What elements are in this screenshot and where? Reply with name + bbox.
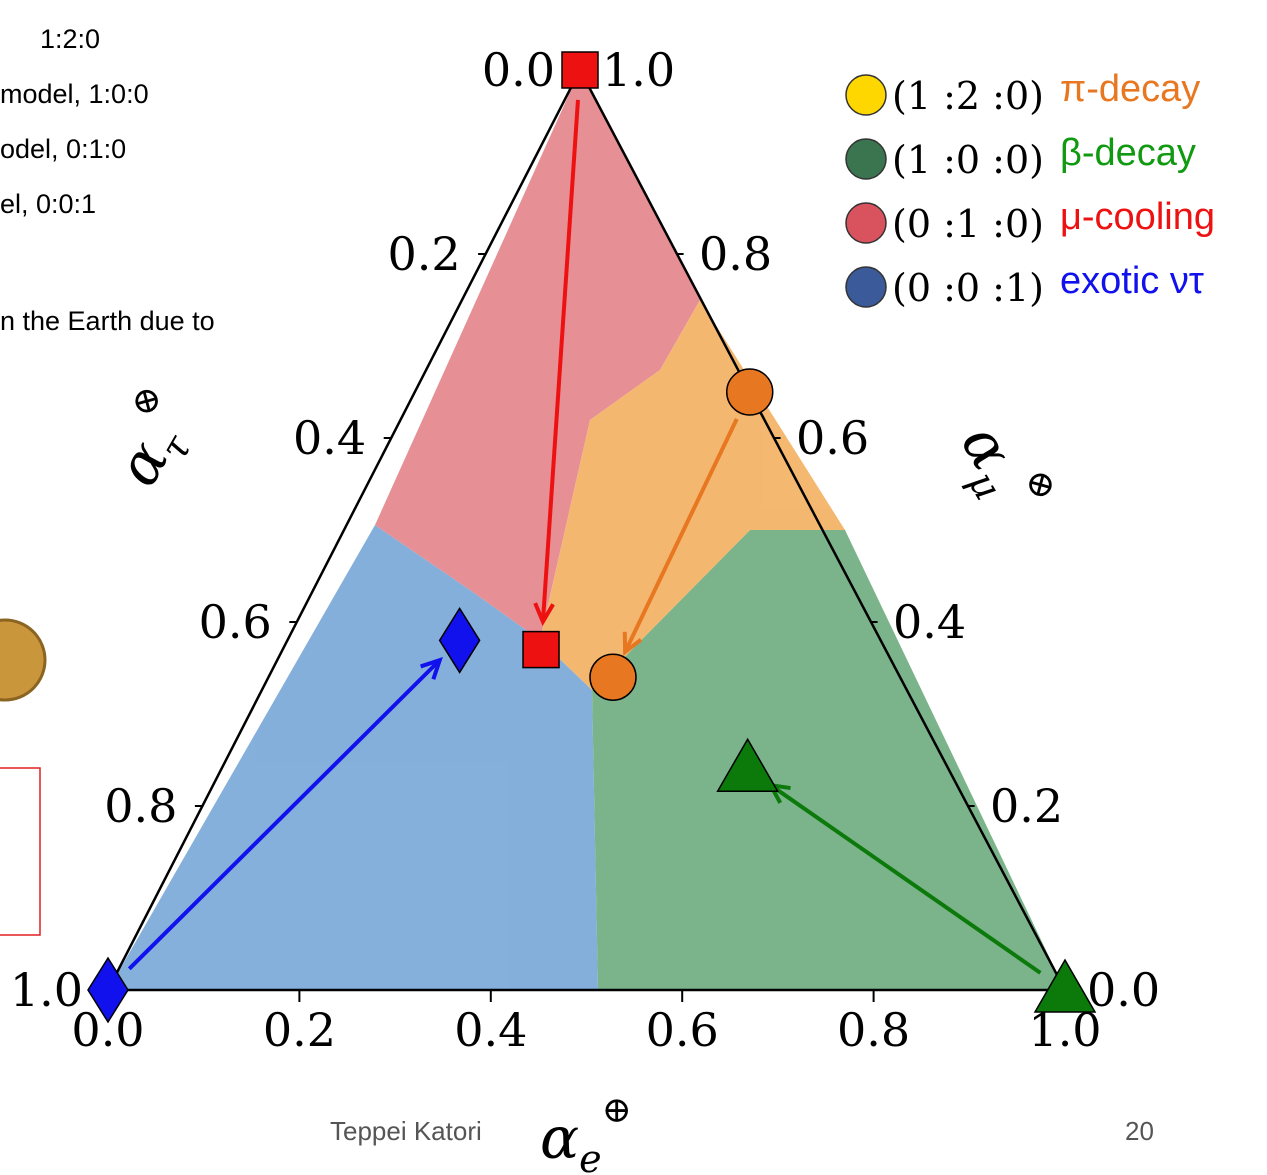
left-text: 1:2:0 model, 1:0:0 odel, 0:1:0 el, 0:0:1… (0, 24, 215, 336)
marker (523, 632, 559, 668)
legend-ratio: (1 :2 :0) (892, 74, 1044, 118)
tick-label: 0.6 (646, 1003, 719, 1057)
axis-title: αμ⊗ (940, 406, 1066, 533)
red-box (0, 768, 40, 935)
text-line: 1:2:0 (40, 24, 100, 54)
page-number: 20 (1125, 1116, 1154, 1146)
legend-ratio: (1 :0 :0) (892, 138, 1044, 182)
tick-label: 0.4 (293, 411, 366, 465)
axis-sup: ⊗ (1015, 461, 1066, 508)
legend-ratio: (0 :0 :1) (892, 266, 1044, 310)
tick-label: 0.6 (796, 411, 869, 465)
legend-swatch (846, 203, 886, 243)
medal (0, 620, 45, 700)
tick-label: 0.2 (387, 227, 460, 281)
legend-name: β-decay (1060, 132, 1196, 174)
axis-symbol: α (540, 1104, 579, 1172)
legend-swatch (846, 139, 886, 179)
tick-label: 0.2 (990, 779, 1063, 833)
marker (590, 654, 636, 700)
axis-sub: e (579, 1137, 602, 1175)
marker (727, 369, 773, 415)
legend-swatch (846, 75, 886, 115)
slide: 1:2:0 model, 1:0:0 odel, 0:1:0 el, 0:0:1… (0, 0, 1267, 1175)
tick-label: 0.6 (199, 595, 272, 649)
tick-label: 0.2 (263, 1003, 336, 1057)
legend-swatch (846, 267, 886, 307)
axis-sup: ⊗ (121, 378, 172, 425)
page: 1:2:0 model, 1:0:0 odel, 0:1:0 el, 0:0:1… (0, 0, 1267, 1175)
tick-label: 1.0 (10, 963, 83, 1017)
tick-label: 1.0 (602, 43, 675, 97)
tick-label: 0.0 (1087, 963, 1160, 1017)
tick-label: 0.0 (482, 43, 555, 97)
legend-name: μ-cooling (1060, 196, 1215, 238)
footer-author: Teppei Katori (330, 1116, 482, 1146)
tick-label: 0.8 (837, 1003, 910, 1057)
marker (562, 52, 598, 88)
legend-ratio: (0 :1 :0) (892, 202, 1044, 246)
legend-name: exotic ντ (1060, 260, 1204, 302)
text-line: odel, 0:1:0 (0, 134, 126, 164)
tick-label: 0.4 (893, 595, 966, 649)
text-line: model, 1:0:0 (0, 79, 149, 109)
text-line: n the Earth due to (0, 306, 215, 336)
axis-title: ατ⊗ (91, 378, 215, 502)
legend-name: π-decay (1060, 68, 1200, 110)
text-line: el, 0:0:1 (0, 189, 96, 219)
tick-label: 0.4 (454, 1003, 527, 1057)
axis-sup: ⊕ (602, 1090, 632, 1131)
tick-label: 0.8 (699, 227, 772, 281)
tick-label: 0.8 (104, 779, 177, 833)
axis-title: αe⊕ (540, 1090, 632, 1175)
